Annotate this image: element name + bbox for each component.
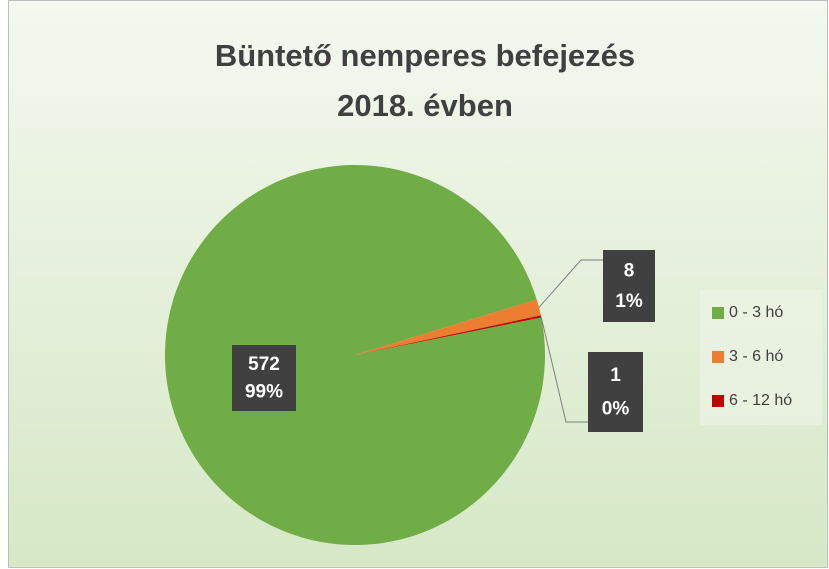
data-label: 0% (602, 399, 630, 420)
data-label: 8 (624, 261, 635, 282)
data-label: 572 (248, 354, 280, 375)
pie-slice (165, 165, 546, 546)
data-label-box (603, 250, 655, 322)
data-label-box (232, 345, 296, 411)
leader-line (540, 316, 588, 423)
legend-swatch (712, 395, 724, 407)
data-label: 99% (245, 382, 283, 403)
legend-swatch (712, 351, 724, 363)
legend-label: 6 - 12 hó (729, 392, 792, 409)
pie-slice (355, 315, 542, 355)
pie-slice (355, 299, 541, 355)
legend-swatch (712, 307, 724, 319)
data-label: 1 (610, 365, 621, 386)
legend-label: 3 - 6 hó (729, 348, 783, 365)
data-label-box (588, 352, 643, 432)
legend-label: 0 - 3 hó (729, 304, 783, 321)
leader-line (538, 259, 603, 308)
chart-title: 2018. évben (337, 88, 513, 123)
chart-title: Büntető nemperes befejezés (215, 38, 635, 73)
data-label: 1% (615, 291, 643, 312)
